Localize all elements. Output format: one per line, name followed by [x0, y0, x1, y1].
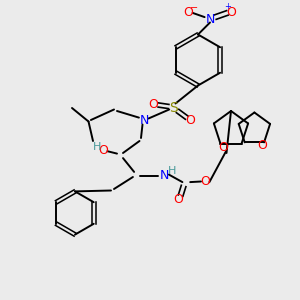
Text: O: O [219, 141, 228, 154]
Text: −: − [190, 3, 198, 13]
Text: N: N [205, 13, 215, 26]
Text: O: O [174, 193, 183, 206]
Text: O: O [184, 5, 193, 19]
Text: O: O [186, 114, 195, 127]
Text: O: O [149, 98, 158, 111]
Text: O: O [227, 5, 236, 19]
Text: O: O [257, 140, 267, 152]
Text: H: H [168, 166, 176, 176]
Text: S: S [169, 101, 178, 115]
Text: H: H [92, 142, 101, 152]
Text: N: N [160, 169, 169, 182]
Text: +: + [224, 2, 230, 11]
Text: O: O [201, 175, 210, 188]
Text: N: N [139, 113, 149, 127]
Text: O: O [99, 144, 108, 157]
